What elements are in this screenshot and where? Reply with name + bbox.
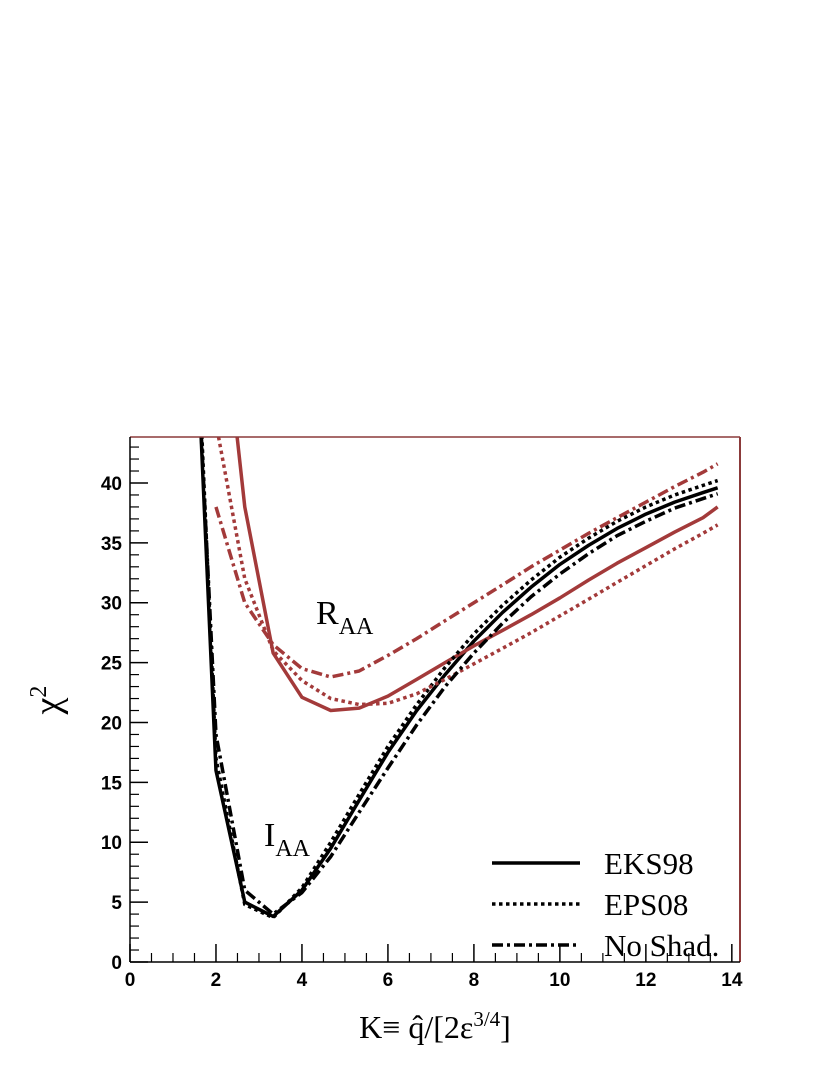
legend-label: No Shad.	[604, 928, 719, 963]
series-line	[199, 437, 719, 916]
x-tick-label: 14	[721, 970, 743, 991]
x-tick-label: 10	[549, 970, 570, 991]
y-tick-label: 40	[101, 474, 122, 495]
plot-lines	[199, 437, 719, 920]
x-axis-label: K≡ q̂/[2ε3/4]	[359, 1007, 511, 1045]
annotation: RAA	[316, 595, 374, 640]
y-tick-label: 35	[101, 534, 123, 555]
y-tick-label: 25	[101, 654, 123, 675]
series-line	[214, 462, 719, 679]
series-line	[235, 437, 719, 713]
y-tick-label: 30	[101, 594, 122, 615]
x-tick-label: 0	[125, 970, 136, 991]
annotation: IAA	[264, 817, 311, 862]
x-tick-label: 12	[635, 970, 656, 991]
series-line	[216, 437, 719, 707]
x-tick-label: 8	[469, 970, 480, 991]
y-axis-label: χ2	[26, 686, 69, 716]
x-tick-label: 2	[211, 970, 222, 991]
y-tick-label: 5	[111, 893, 122, 914]
y-tick-label: 15	[101, 773, 123, 794]
x-tick-label: 4	[297, 970, 308, 991]
y-tick-label: 20	[101, 713, 122, 734]
legend-label: EKS98	[604, 846, 694, 881]
x-tick-label: 6	[383, 970, 394, 991]
y-tick-label: 10	[101, 833, 122, 854]
legend-label: EPS08	[604, 887, 688, 922]
y-tick-label: 0	[111, 953, 122, 974]
